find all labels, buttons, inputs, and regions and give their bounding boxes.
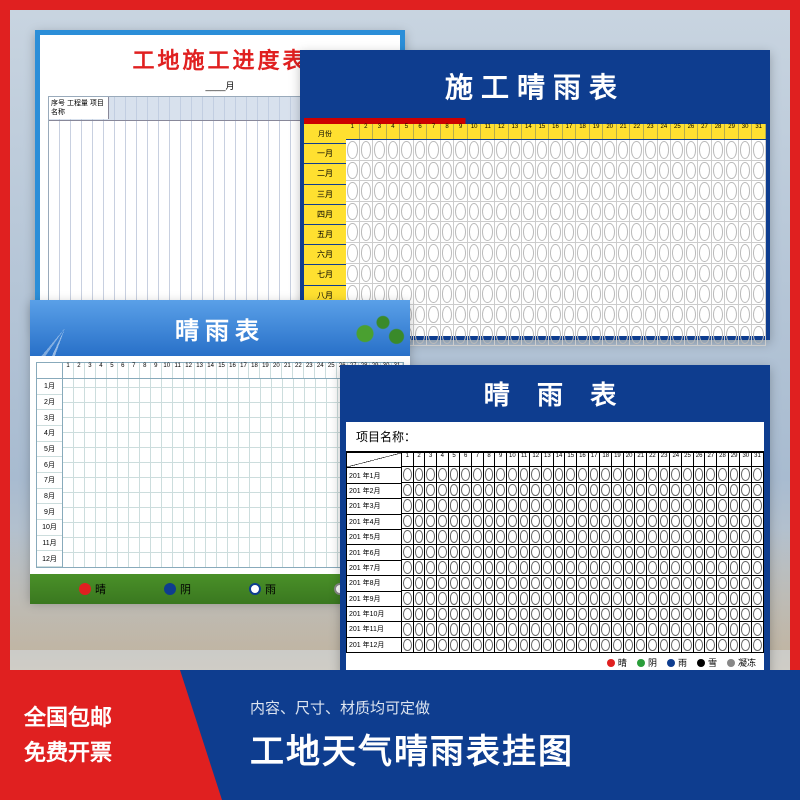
footer-left-line2: 免费开票 xyxy=(24,735,180,770)
footer-right: 内容、尺寸、材质均可定做 工地天气晴雨表挂图 xyxy=(180,670,800,800)
c2-day-header: 1234567891011121314151617181920212223242… xyxy=(346,124,766,140)
weather-chart-card-4: 晴 雨 表 项目名称： 201 年1月201 年2月201 年3月201 年4月… xyxy=(340,365,770,675)
footer: 全国包邮 免费开票 内容、尺寸、材质均可定做 工地天气晴雨表挂图 xyxy=(0,670,800,800)
c2-title: 施工晴雨表 xyxy=(304,54,766,118)
footer-main: 工地天气晴雨表挂图 xyxy=(250,724,800,773)
c4-cells: 1234567891011121314151617181920212223242… xyxy=(402,452,764,653)
footer-sub: 内容、尺寸、材质均可定做 xyxy=(250,697,800,718)
footer-left-line1: 全国包邮 xyxy=(24,700,180,735)
c3-title: 晴雨表 xyxy=(175,311,265,346)
c4-title: 晴 雨 表 xyxy=(340,365,770,422)
footer-left: 全国包邮 免费开票 xyxy=(0,670,180,800)
c3-month-column: 1月2月3月4月5月6月7月8月9月10月11月12月 xyxy=(37,379,63,567)
c4-project-label: 项目名称： xyxy=(346,422,764,452)
c4-month-column: 201 年1月201 年2月201 年3月201 年4月201 年5月201 年… xyxy=(346,452,402,653)
weather-chart-card-2: 施工晴雨表 月份一月二月三月四月五月六月七月八月九月十月 12345678910… xyxy=(300,50,770,340)
c3-header: 晴雨表 xyxy=(30,300,410,356)
